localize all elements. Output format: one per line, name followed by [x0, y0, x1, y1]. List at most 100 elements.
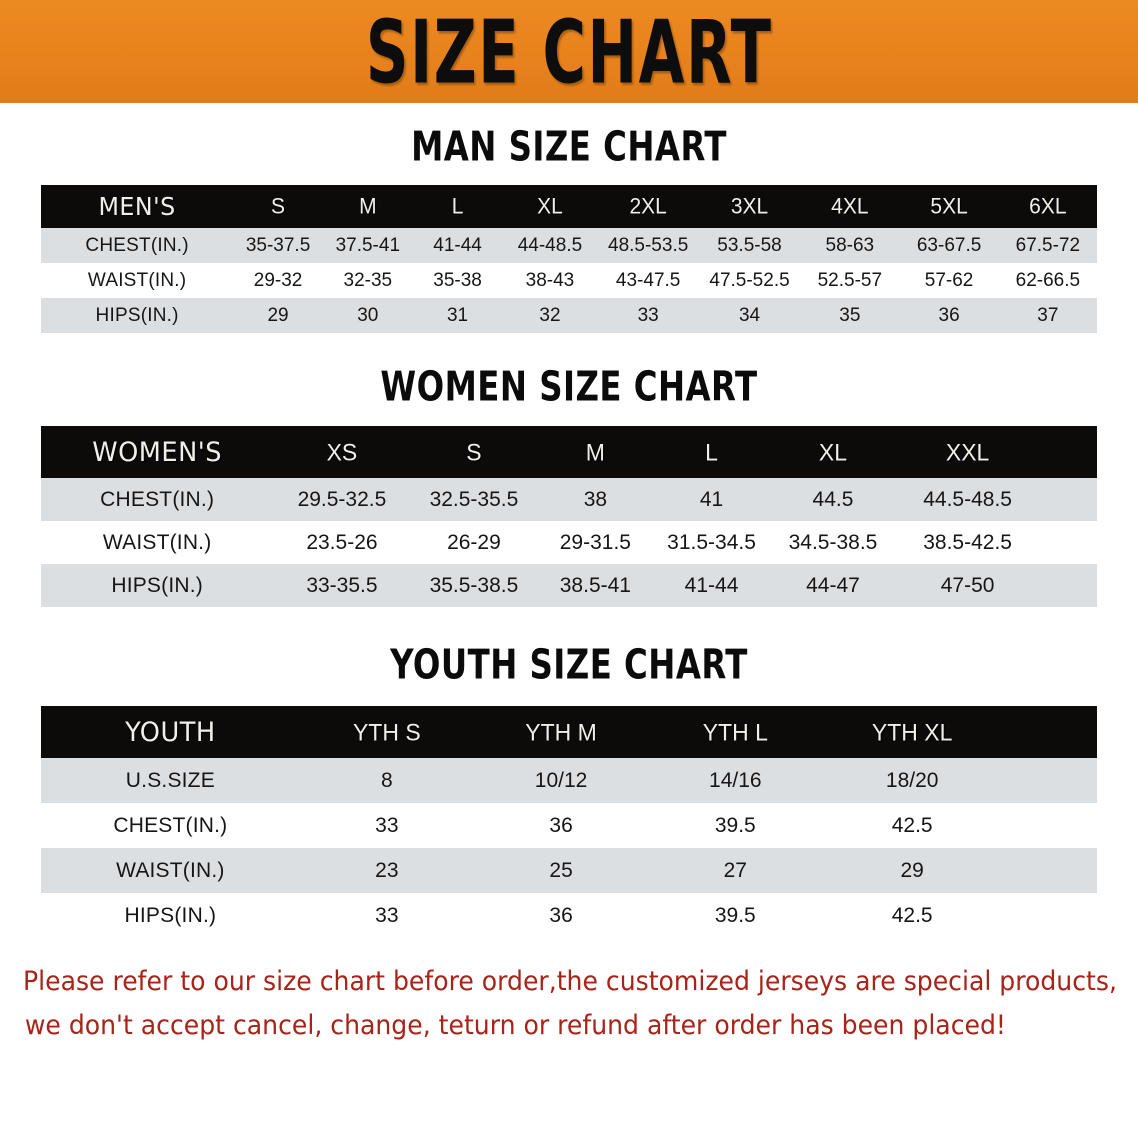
man-corner-label: MEN'S	[98, 192, 176, 221]
table-cell: 62-66.5	[1015, 269, 1081, 291]
man-size-header-3xl: 3XL	[730, 193, 769, 219]
youth-size-table-container: YOUTH YTH S YTH M YTH L YTH XL U.S.SIZE 8 10/12…	[41, 706, 1097, 938]
table-cell: 18/20	[885, 768, 939, 792]
table-cell: 42.5	[891, 903, 933, 927]
table-cell: 58-63	[825, 234, 875, 256]
table-cell: 35-37.5	[245, 234, 311, 256]
table-cell: 29-32	[253, 269, 303, 291]
table-row: CHEST(IN.) 35-37.5 37.5-41 41-44 44-48.5 48.5…	[41, 228, 1097, 263]
table-cell: 44-48.5	[517, 234, 583, 256]
table-row: CHEST(IN.) 29.5-32.5 32.5-35.5 38 41 44.5 44.5…	[41, 478, 1097, 521]
table-cell: 29.5-32.5	[297, 487, 387, 511]
table-row: WAIST(IN.) 23.5-26 26-29 29-31.5 31.5-34.5 34…	[41, 521, 1097, 564]
women-size-header-s: S	[466, 437, 482, 466]
youth-size-header-yth-m: YTH M	[525, 717, 597, 746]
table-cell: 38	[583, 487, 608, 511]
table-cell: 43-47.5	[615, 269, 681, 291]
man-row-label-hips-in: HIPS(IN.)	[95, 304, 179, 326]
table-cell: 25	[549, 858, 573, 882]
table-cell: 33	[375, 813, 399, 837]
table-cell: 31.5-34.5	[667, 530, 756, 554]
table-cell: 35	[839, 304, 861, 326]
table-cell: 52.5-57	[817, 269, 883, 291]
table-cell: 41	[699, 487, 724, 511]
man-size-header-6xl: 6XL	[1029, 193, 1067, 219]
youth-size-header-yth-l: YTH L	[702, 717, 768, 746]
table-row: HIPS(IN.) 33-35.5 35.5-38.5 38.5-41 41-44 44-…	[41, 564, 1097, 607]
table-cell: 26-29	[447, 530, 501, 554]
table-row: U.S.SIZE 8 10/12 14/16 18/20	[41, 758, 1097, 803]
youth-section-heading: YOUTH SIZE CHART	[390, 642, 748, 689]
table-cell	[1002, 803, 1097, 848]
women-row-label-chest-in: CHEST(IN.)	[100, 487, 215, 511]
table-cell: 44.5-48.5	[923, 487, 1012, 511]
order-policy-note: Please refer to our size chart before or…	[23, 960, 1117, 1047]
women-size-header-empty-6	[1039, 424, 1097, 479]
table-cell: 23	[375, 858, 399, 882]
man-size-table-container: MEN'S S M L XL 2XL 3XL 4XL 5XL 6XL CHEST(IN.) 35-37…	[41, 185, 1097, 333]
table-cell: 35-38	[433, 269, 482, 291]
table-cell: 33-35.5	[306, 573, 378, 597]
table-cell: 47.5-52.5	[709, 269, 790, 291]
table-cell: 32	[539, 304, 561, 326]
table-cell: 27	[723, 858, 747, 882]
table-cell: 38.5-42.5	[923, 530, 1012, 554]
youth-size-header-yth-s: YTH S	[352, 717, 421, 746]
table-cell: 8	[380, 768, 393, 792]
table-cell: 67.5-72	[1015, 234, 1081, 256]
table-cell: 29-31.5	[559, 530, 631, 554]
table-cell: 38.5-41	[559, 573, 631, 597]
youth-size-header-yth-xl: YTH XL	[871, 717, 953, 746]
table-row: WAIST(IN.) 23 25 27 29	[41, 848, 1097, 893]
table-cell: 37	[1037, 304, 1059, 326]
youth-row-label-u-s-size: U.S.SIZE	[125, 768, 215, 792]
table-cell: 44.5	[812, 487, 854, 511]
women-size-header-xs: XS	[326, 437, 358, 466]
man-size-header-5xl: 5XL	[930, 193, 968, 219]
table-cell: 29	[900, 858, 924, 882]
youth-size-table: YOUTH YTH S YTH M YTH L YTH XL U.S.SIZE 8 10/12…	[41, 706, 1097, 938]
table-cell: 31	[446, 304, 469, 326]
youth-row-label-waist-in: WAIST(IN.)	[116, 858, 225, 882]
man-row-label-chest-in: CHEST(IN.)	[85, 234, 189, 256]
note-line-1: Please refer to our size chart before or…	[23, 966, 1117, 997]
table-row: CHEST(IN.) 33 36 39.5 42.5	[41, 803, 1097, 848]
man-table-header-row: MEN'S S M L XL 2XL 3XL 4XL 5XL 6XL	[41, 185, 1097, 228]
youth-row-label-chest-in: CHEST(IN.)	[113, 813, 228, 837]
table-cell: 41-44	[433, 234, 482, 256]
women-corner-label: WOMEN'S	[92, 436, 223, 468]
table-cell: 36	[549, 903, 573, 927]
table-cell: 39.5	[714, 903, 756, 927]
table-cell	[1002, 893, 1097, 938]
table-cell: 44-47	[806, 573, 860, 597]
table-cell: 34	[738, 304, 761, 326]
women-size-table-container: WOMEN'S XS S M L XL XXL CHEST(IN.) 29.5-32.5 32.5…	[41, 426, 1097, 607]
table-cell: 14/16	[709, 768, 762, 792]
table-cell: 39.5	[714, 813, 756, 837]
man-size-header-m: M	[359, 193, 377, 219]
women-size-header-xl: XL	[818, 437, 848, 466]
note-line-2: we don't accept cancel, change, teturn o…	[24, 1009, 1006, 1041]
table-row: HIPS(IN.) 33 36 39.5 42.5	[41, 893, 1097, 938]
table-cell	[1039, 521, 1097, 564]
table-cell: 23.5-26	[306, 530, 378, 554]
table-cell: 10/12	[534, 768, 588, 792]
man-size-header-2xl: 2XL	[629, 193, 667, 219]
table-row: HIPS(IN.) 29 30 31 32 33 34 35 36 37	[41, 298, 1097, 333]
table-cell: 57-62	[924, 269, 974, 291]
youth-corner-label: YOUTH	[125, 716, 216, 748]
women-size-table: WOMEN'S XS S M L XL XXL CHEST(IN.) 29.5-32.5 32.5…	[41, 426, 1097, 607]
women-table-header-row: WOMEN'S XS S M L XL XXL	[41, 426, 1097, 478]
man-row-label-waist-in: WAIST(IN.)	[87, 269, 187, 291]
table-cell: 33	[375, 903, 399, 927]
man-size-header-4xl: 4XL	[831, 193, 869, 219]
table-cell: 32-35	[343, 269, 393, 291]
table-cell: 35.5-38.5	[429, 573, 519, 597]
table-cell: 36	[549, 813, 573, 837]
table-cell	[1002, 758, 1097, 803]
man-size-table: MEN'S S M L XL 2XL 3XL 4XL 5XL 6XL CHEST(IN.) 35-37…	[41, 185, 1097, 333]
youth-row-label-hips-in: HIPS(IN.)	[124, 903, 217, 927]
table-cell: 47-50	[940, 573, 995, 597]
page-title: SIZE CHART	[365, 1, 773, 103]
table-cell: 37.5-41	[335, 234, 401, 256]
